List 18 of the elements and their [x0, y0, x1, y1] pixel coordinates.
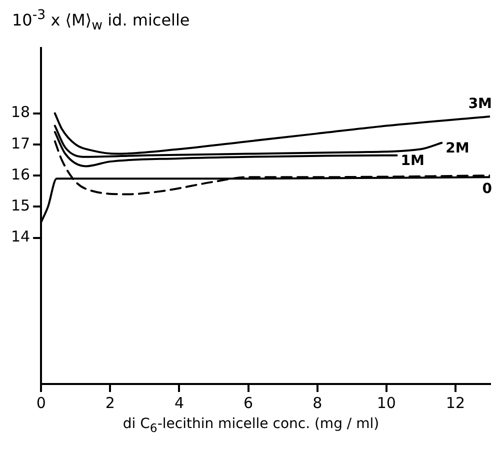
y-tick-label: 16: [10, 165, 30, 184]
y-tick-label: 18: [10, 103, 30, 122]
y-axis-title: 10$^{-3}$ x ⟨M⟩$_{w}$ id. micelle: [12, 8, 190, 34]
series-label: 3M: [468, 96, 492, 112]
series-label: 0: [482, 181, 492, 198]
y-tick-label: 15: [10, 196, 30, 215]
x-tick-label: 6: [244, 394, 254, 412]
x-tick-label: 8: [312, 394, 322, 412]
y-tick-label: 14: [10, 228, 30, 246]
x-axis-title: di C$_{6}$-lecithin micelle conc. (mg / ml): [122, 416, 380, 435]
x-tick-label: 2: [105, 394, 115, 412]
x-tick-label: 4: [174, 394, 184, 412]
series-label: 2M: [446, 140, 470, 157]
x-tick-label: 0: [36, 394, 46, 412]
x-tick-label: 12: [446, 394, 466, 412]
series-label: 1M: [400, 152, 424, 169]
x-tick-label: 10: [376, 394, 396, 412]
y-tick-label: 17: [10, 134, 30, 152]
